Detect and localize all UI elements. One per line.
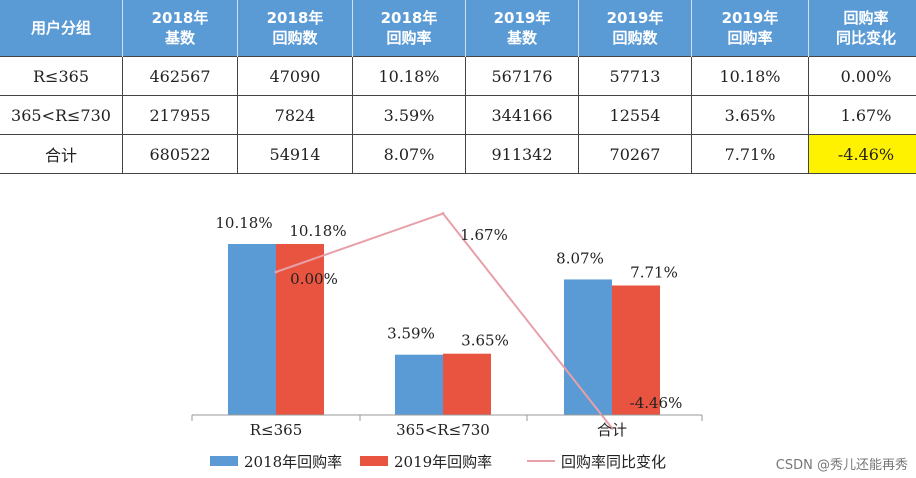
line-data-label: 0.00%: [290, 270, 338, 288]
header-text: 2018年: [266, 9, 324, 27]
bar-data-label: 3.65%: [461, 332, 509, 350]
bar-2018-1: [395, 354, 443, 415]
table-cell: 8.07%: [352, 134, 466, 174]
table-cell: 54914: [237, 134, 353, 174]
table-cell: 47090: [237, 56, 353, 96]
header-text: 用户分组: [30, 19, 91, 37]
x-tick-label: 合计: [597, 421, 627, 439]
line-data-label: 1.67%: [460, 226, 508, 244]
table-row: 合计 680522 54914 8.07% 911342 70267 7.71% -4.46%: [0, 134, 916, 174]
header-cell: 2018年回购率: [352, 0, 466, 57]
header-text: 2019年: [493, 9, 551, 27]
header-cell: 回购率 同比变化: [808, 0, 916, 57]
header-cell: 用户分组: [0, 0, 123, 57]
x-axis: R≤365 365<R≤730 合计: [191, 414, 703, 439]
table-cell: 3.65%: [691, 95, 809, 135]
table-cell: 10.18%: [691, 56, 809, 96]
legend-label: 2019年回购率: [394, 453, 492, 471]
legend-label: 回购率同比变化: [561, 453, 666, 471]
header-text: 2019年: [721, 9, 779, 27]
table-cell: 0.00%: [808, 56, 916, 96]
data-table: 用户分组 2018年 基数 2018年 回购数 2018年 回购率 2019年 基数 2019年回…: [0, 0, 916, 174]
header-text: 同比变化: [835, 29, 896, 47]
watermark: CSDN @秀儿还能再秀: [776, 458, 908, 473]
line-point: [441, 212, 445, 216]
table-body: R≤365 462567 47090 10.18% 567176 57713 10.18% 0…: [0, 56, 916, 174]
header-text: 回购数: [612, 29, 658, 47]
table-cell: 57713: [578, 56, 692, 96]
table-row: 365<R≤730 217955 7824 3.59% 344166 12554 3.65%…: [0, 95, 916, 135]
table-cell: 567176: [465, 56, 579, 96]
table-cell: -4.46%: [808, 134, 916, 174]
table-cell: 462567: [122, 56, 238, 96]
x-tick-label: 365<R≤730: [396, 421, 490, 439]
legend-swatch: [360, 456, 388, 466]
line-data-label: -4.46%: [630, 394, 683, 412]
table-cell: 680522: [122, 134, 238, 174]
bar-2019-1: [443, 353, 491, 415]
table-cell: R≤365: [0, 56, 123, 96]
table-cell: 70267: [578, 134, 692, 174]
table-cell: 217955: [122, 95, 238, 135]
table-header-row: 用户分组 2018年 基数 2018年 回购数 2018年 回购率 2019年 基数 2019年回…: [0, 0, 916, 57]
table-cell: 365<R≤730: [0, 95, 123, 135]
line-point: [610, 426, 614, 430]
table-cell: 344166: [465, 95, 579, 135]
bar-2018-2: [564, 279, 612, 415]
legend: 2018年回购率 2019年回购率 回购率同比变化: [210, 453, 666, 471]
bar-group: [228, 244, 660, 415]
header-text: 回购率: [727, 29, 773, 47]
table-cell: 合计: [0, 134, 123, 174]
legend-label: 2018年回购率: [244, 453, 342, 471]
table-cell: 7.71%: [691, 134, 809, 174]
data-labels: 10.18% 10.18% 3.59% 3.65% 8.07% 7.71% 0.00% 1.6…: [215, 214, 682, 412]
x-tick-label: R≤365: [250, 421, 303, 439]
bar-2018-0: [228, 244, 276, 415]
header-text: 2018年: [380, 9, 438, 27]
header-text: 2019年: [606, 9, 664, 27]
header-text: 回购率: [843, 9, 889, 27]
bar-data-label: 8.07%: [556, 249, 604, 267]
table-cell: 911342: [465, 134, 579, 174]
table-cell: 1.67%: [808, 95, 916, 135]
header-text: 回购率: [386, 29, 432, 47]
table-cell: 7824: [237, 95, 353, 135]
header-cell: 2018年回购数: [237, 0, 353, 57]
header-cell: 2019年回购率: [691, 0, 809, 57]
bar-2019-0: [276, 244, 324, 415]
header-cell: 2018年基数: [122, 0, 238, 57]
header-text: 基数: [164, 29, 195, 47]
bar-2019-2: [612, 285, 660, 415]
line-group: [274, 212, 614, 430]
bar-line-chart: R≤365 365<R≤730 合计 10.18% 10.18% 3.59% 3.65% 8…: [191, 212, 908, 473]
bar-data-label: 7.71%: [630, 263, 678, 281]
table-cell: 12554: [578, 95, 692, 135]
line-point: [274, 270, 278, 274]
header-text: 2018年: [151, 9, 209, 27]
table-row: R≤365 462567 47090 10.18% 567176 57713 10.18% 0…: [0, 56, 916, 96]
legend-swatch: [210, 456, 238, 466]
header-cell: 2019年基数: [465, 0, 579, 57]
bar-data-label: 10.18%: [289, 222, 346, 240]
table-cell: 3.59%: [352, 95, 466, 135]
bar-data-label: 3.59%: [387, 325, 435, 343]
header-text: 回购数: [272, 29, 318, 47]
table-cell: 10.18%: [352, 56, 466, 96]
bar-data-label: 10.18%: [215, 214, 272, 232]
header-cell: 2019年回购数: [578, 0, 692, 57]
header-text: 基数: [506, 29, 537, 47]
